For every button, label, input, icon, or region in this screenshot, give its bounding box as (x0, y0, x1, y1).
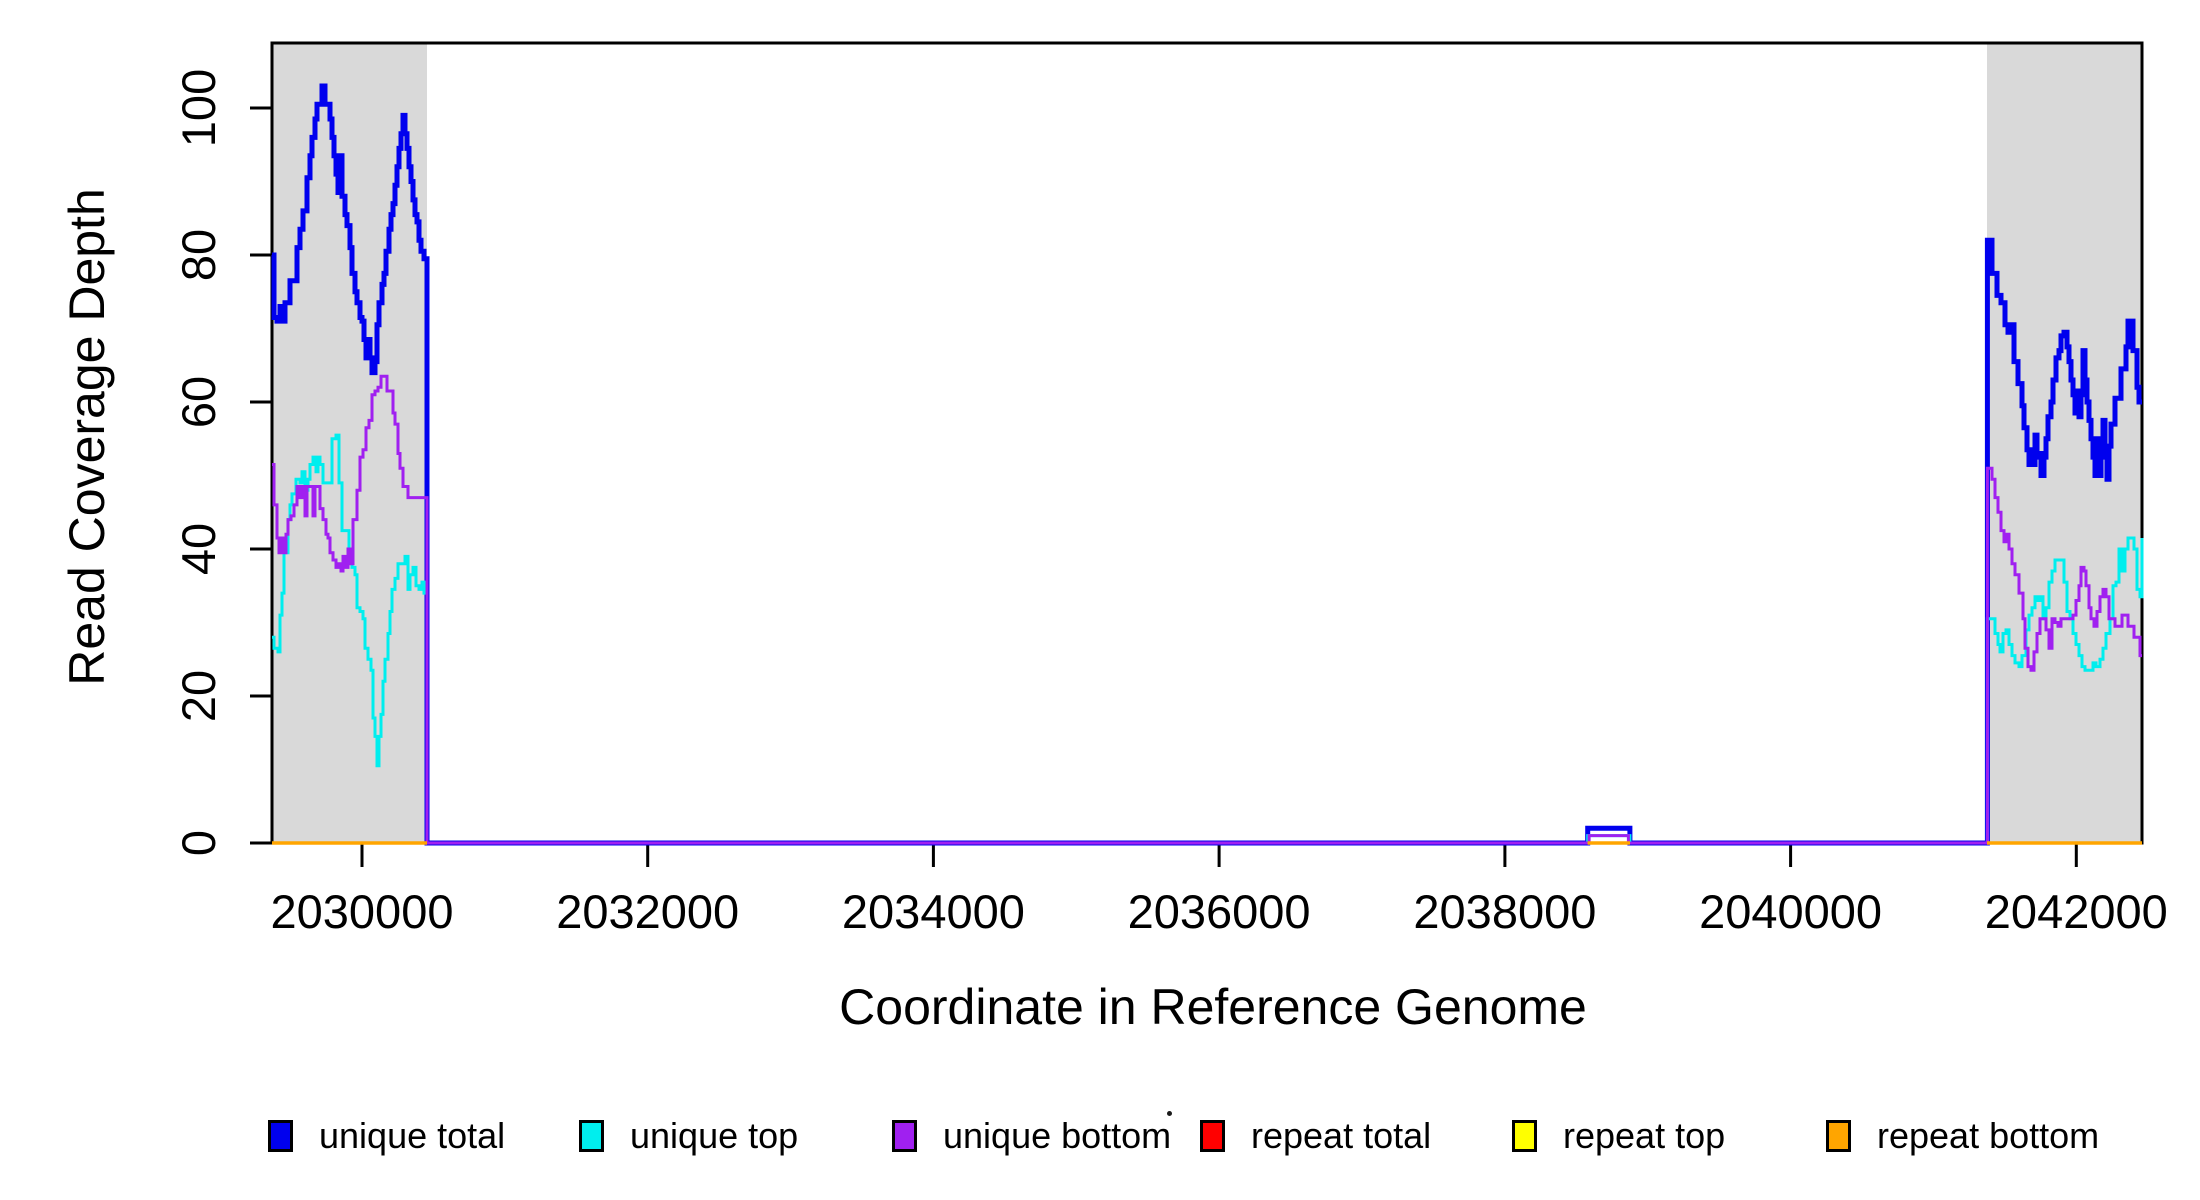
y-tick-label: 0 (172, 830, 225, 856)
series-line-unique-top (272, 433, 2144, 845)
legend: unique total unique top unique bottom repea… (0, 1108, 2200, 1164)
legend-swatch-unique-total (268, 1120, 293, 1152)
legend-label: repeat total (1251, 1115, 1432, 1156)
legend-label: unique bottom (943, 1115, 1172, 1156)
legend-swatch-repeat-top (1512, 1120, 1537, 1152)
x-tick-label: 2042000 (1985, 885, 2168, 938)
legend-item-repeat-total: repeat total (1200, 1108, 1431, 1164)
legend-item-unique-top: unique top (579, 1108, 798, 1164)
series-line-unique-bottom (272, 374, 2142, 845)
x-tick-label: 2030000 (271, 885, 454, 938)
legend-label: unique total (319, 1115, 506, 1156)
legend-label: unique top (630, 1115, 799, 1156)
legend-label: repeat bottom (1877, 1115, 2100, 1156)
legend-label: repeat top (1563, 1115, 1726, 1156)
y-tick-label: 80 (172, 229, 225, 281)
x-tick-label: 2040000 (1699, 885, 1882, 938)
y-tick-label: 60 (172, 376, 225, 428)
legend-swatch-repeat-total (1200, 1120, 1225, 1152)
legend-item-repeat-top: repeat top (1512, 1108, 1725, 1164)
legend-item-unique-total: unique total (268, 1108, 505, 1164)
x-axis-title: Coordinate in Reference Genome (839, 979, 1587, 1035)
legend-item-repeat-bottom: repeat bottom (1826, 1108, 2099, 1164)
x-tick-label: 2038000 (1413, 885, 1596, 938)
plot-box (270, 41, 2144, 845)
x-tick-label: 2036000 (1128, 885, 1311, 938)
stray-dot (1167, 1111, 1172, 1116)
highlight-region-0 (272, 43, 427, 843)
y-tick-label: 20 (172, 670, 225, 722)
legend-swatch-unique-top (579, 1120, 604, 1152)
x-tick-label: 2032000 (556, 885, 739, 938)
legend-item-unique-bottom: unique bottom (892, 1108, 1171, 1164)
x-tick-label: 2034000 (842, 885, 1025, 938)
legend-swatch-unique-bottom (892, 1120, 917, 1152)
legend-swatch-repeat-bottom (1826, 1120, 1851, 1152)
y-tick-label: 100 (172, 69, 225, 147)
y-axis-title: Read Coverage Depth (59, 188, 115, 686)
y-tick-label: 40 (172, 523, 225, 575)
highlight-region-1 (1987, 43, 2142, 843)
series-line-unique-total (271, 83, 2142, 846)
